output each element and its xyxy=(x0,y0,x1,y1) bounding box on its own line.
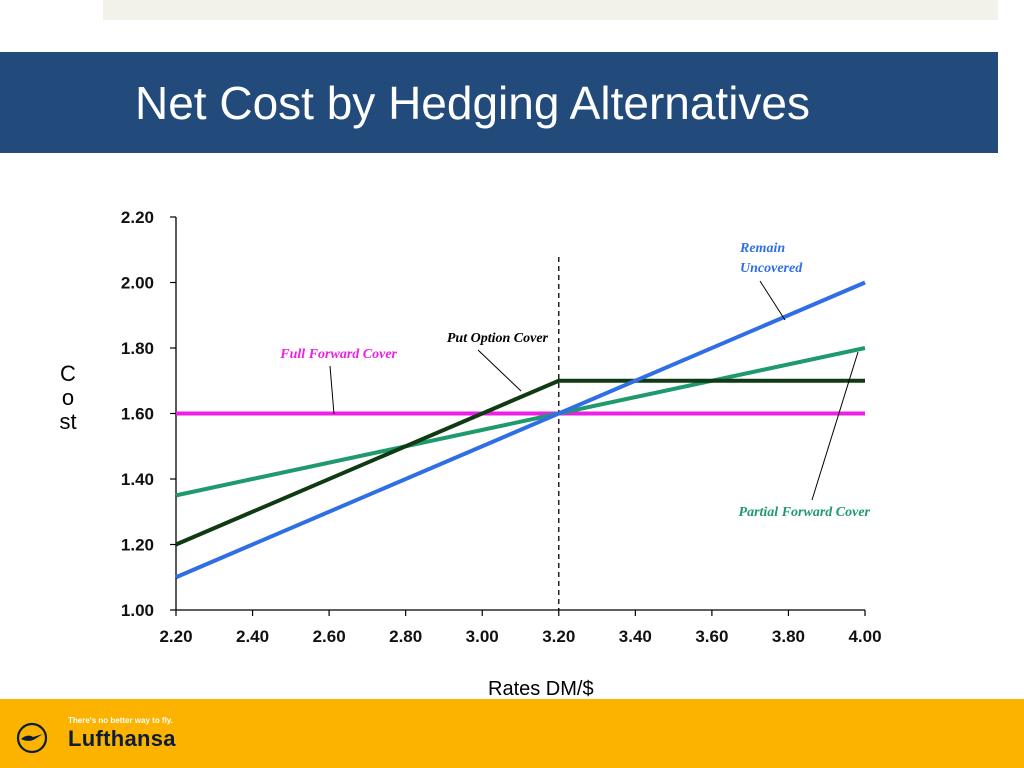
x-tick-label: 2.60 xyxy=(313,627,346,646)
y-tick-label: 1.80 xyxy=(121,339,154,358)
y-tick-label: 1.20 xyxy=(121,536,154,555)
footer-slogan: There's no better way to fly. xyxy=(68,716,173,725)
series-label-full-forward-cover: Full Forward Cover xyxy=(279,347,397,362)
series-line-partial-forward-cover xyxy=(175,346,866,498)
x-axis-label: Rates DM/$ xyxy=(488,678,594,700)
leader-line-put-option-cover xyxy=(477,349,522,392)
y-tick-label: 1.40 xyxy=(121,470,154,489)
y-axis-label: Cost xyxy=(59,361,77,434)
series-label-remain-uncovered: Uncovered xyxy=(740,261,803,276)
x-tick-label: 4.00 xyxy=(848,627,881,646)
chart: 1.00 1.20 1.40 1.60 1.80 2.00 2.20 2.20 2.40 2.60… xyxy=(121,208,882,646)
x-tick-label: 2.20 xyxy=(159,627,192,646)
y-tick-label: 1.00 xyxy=(121,601,154,620)
leader-line-partial-forward-cover xyxy=(811,351,859,501)
y-tick-label: 1.60 xyxy=(121,405,154,424)
x-tick-label: 2.80 xyxy=(389,627,422,646)
top-strip xyxy=(103,0,998,20)
y-tick-label: 2.00 xyxy=(121,274,154,293)
series-label-remain-uncovered: Remain xyxy=(739,241,785,256)
slide-title: Net Cost by Hedging Alternatives xyxy=(135,77,811,129)
x-tick-label: 3.60 xyxy=(695,627,728,646)
series-label-partial-forward-cover: Partial Forward Cover xyxy=(739,505,871,520)
series-line-put-option-cover xyxy=(175,378,865,547)
footer-bar xyxy=(0,699,1024,768)
x-tick-label: 3.20 xyxy=(542,627,575,646)
x-tick-label: 3.00 xyxy=(466,627,499,646)
x-tick-label: 3.40 xyxy=(619,627,652,646)
leader-line-full-forward-cover xyxy=(329,365,335,415)
leader-line-remain-uncovered xyxy=(759,280,786,321)
series-label-put-option-cover: Put Option Cover xyxy=(447,331,549,346)
x-tick-label: 2.40 xyxy=(236,627,269,646)
x-tick-label: 3.80 xyxy=(772,627,805,646)
y-tick-label: 2.20 xyxy=(121,208,154,227)
series-line-remain-uncovered xyxy=(175,280,866,580)
footer-brand: Lufthansa xyxy=(68,726,176,751)
lufthansa-crane-logo-icon xyxy=(16,722,48,754)
title-bar xyxy=(0,52,998,153)
